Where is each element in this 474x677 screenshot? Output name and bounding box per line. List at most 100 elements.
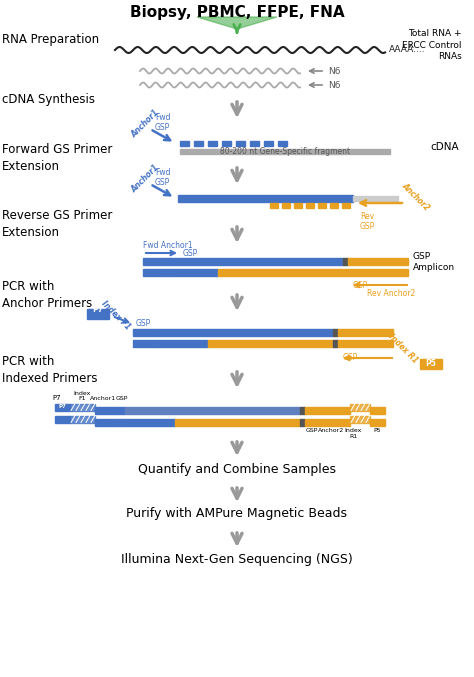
Bar: [333, 328, 338, 336]
Bar: [115, 419, 125, 426]
Bar: [350, 416, 370, 422]
Bar: [55, 403, 70, 410]
Text: Forward GS Primer
Extension: Forward GS Primer Extension: [2, 143, 112, 173]
Text: Anchor2: Anchor2: [318, 428, 344, 433]
Text: GSP: GSP: [353, 280, 368, 290]
Text: 80-200 nt Gene-Specific fragment: 80-200 nt Gene-Specific fragment: [220, 146, 350, 156]
Bar: [125, 407, 300, 414]
Text: Purify with AMPure Magnetic Beads: Purify with AMPure Magnetic Beads: [127, 508, 347, 521]
Text: P7: P7: [58, 404, 66, 410]
Bar: [180, 141, 189, 146]
Bar: [168, 257, 343, 265]
Text: cDNA Synthesis: cDNA Synthesis: [2, 93, 95, 106]
Text: cDNA: cDNA: [430, 142, 459, 152]
Bar: [95, 407, 115, 414]
Bar: [163, 257, 168, 265]
Bar: [333, 339, 338, 347]
Bar: [343, 257, 348, 265]
Polygon shape: [197, 17, 277, 29]
Text: GSP: GSP: [306, 428, 319, 433]
Text: GSP
Amplicon: GSP Amplicon: [413, 252, 455, 272]
Text: N6: N6: [328, 66, 340, 76]
Text: Rev
GSP: Rev GSP: [360, 212, 375, 232]
Bar: [294, 202, 302, 207]
Bar: [168, 269, 218, 276]
Text: Biopsy, PBMC, FFPE, FNA: Biopsy, PBMC, FFPE, FNA: [130, 5, 344, 20]
Bar: [153, 328, 158, 336]
Bar: [270, 202, 278, 207]
Bar: [70, 416, 95, 422]
Bar: [87, 309, 109, 319]
Text: Fwd
GSP: Fwd GSP: [155, 112, 171, 132]
Bar: [158, 339, 208, 347]
Bar: [338, 328, 393, 336]
Text: Index F1: Index F1: [100, 299, 132, 331]
Text: GSP: GSP: [343, 353, 358, 362]
Text: GSP: GSP: [136, 320, 151, 328]
Text: PCR with
Indexed Primers: PCR with Indexed Primers: [2, 355, 98, 385]
Bar: [236, 141, 245, 146]
Bar: [306, 202, 314, 207]
Bar: [370, 419, 385, 426]
Text: RNA Preparation: RNA Preparation: [2, 32, 99, 45]
Bar: [175, 419, 300, 426]
Text: Reverse GS Primer
Extension: Reverse GS Primer Extension: [2, 209, 112, 239]
Bar: [370, 407, 385, 414]
Text: Anchor1: Anchor1: [129, 163, 161, 194]
Bar: [330, 202, 338, 207]
Bar: [348, 269, 408, 276]
Bar: [318, 202, 326, 207]
Text: Anchor2: Anchor2: [401, 181, 432, 213]
Text: N6: N6: [328, 81, 340, 89]
Bar: [420, 359, 442, 369]
Text: GSP: GSP: [116, 395, 128, 401]
Bar: [250, 141, 259, 146]
Text: Index R1: Index R1: [387, 332, 419, 366]
Bar: [348, 257, 408, 265]
Text: Total RNA +
ERCC Control
RNAs: Total RNA + ERCC Control RNAs: [402, 29, 462, 61]
Text: Quantify and Combine Samples: Quantify and Combine Samples: [138, 462, 336, 475]
Bar: [133, 339, 153, 347]
Bar: [278, 141, 287, 146]
Bar: [158, 328, 333, 336]
Bar: [70, 403, 95, 410]
Bar: [180, 148, 390, 154]
Bar: [305, 407, 350, 414]
Bar: [115, 407, 125, 414]
Bar: [143, 269, 163, 276]
Bar: [208, 141, 217, 146]
Text: Index
R1: Index R1: [344, 428, 362, 439]
Bar: [55, 416, 70, 422]
Bar: [342, 202, 350, 207]
Bar: [264, 141, 273, 146]
Text: Anchor1: Anchor1: [129, 108, 161, 139]
Text: Fwd Anchor1: Fwd Anchor1: [143, 240, 192, 250]
Bar: [218, 269, 348, 276]
Bar: [143, 257, 163, 265]
Text: P5: P5: [426, 359, 437, 368]
Bar: [194, 141, 203, 146]
Text: P7: P7: [92, 305, 103, 313]
Text: Anchor1: Anchor1: [90, 395, 116, 401]
Text: AAAA....: AAAA....: [389, 45, 426, 55]
Text: PCR with
Anchor Primers: PCR with Anchor Primers: [2, 280, 92, 310]
Bar: [178, 194, 353, 202]
Text: Rev Anchor2: Rev Anchor2: [367, 288, 415, 297]
Bar: [153, 339, 158, 347]
Text: Fwd
GSP: Fwd GSP: [155, 168, 171, 187]
Bar: [163, 269, 168, 276]
Text: P5: P5: [373, 428, 381, 433]
Text: GSP: GSP: [183, 248, 198, 257]
Text: Index
F1: Index F1: [73, 391, 91, 401]
Bar: [300, 407, 305, 414]
Bar: [208, 339, 333, 347]
Bar: [222, 141, 231, 146]
Bar: [133, 328, 153, 336]
Text: P7: P7: [53, 395, 61, 401]
Bar: [350, 403, 370, 410]
Text: Illumina Next-Gen Sequencing (NGS): Illumina Next-Gen Sequencing (NGS): [121, 552, 353, 565]
Bar: [282, 202, 290, 207]
Bar: [300, 419, 305, 426]
Bar: [305, 419, 350, 426]
Bar: [95, 419, 115, 426]
